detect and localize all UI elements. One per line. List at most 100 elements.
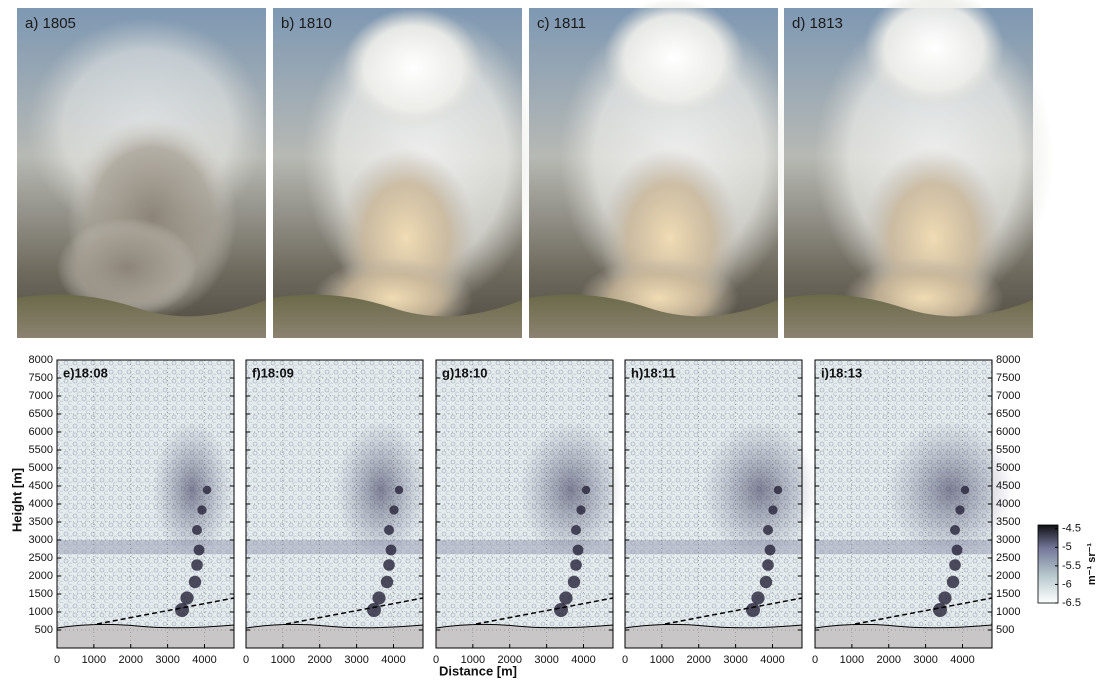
y-tick-label: 5000 [29, 462, 53, 474]
plume-core [938, 591, 951, 604]
colorbar-tick-label: -6 [1062, 578, 1072, 590]
y-tick-label: 7000 [996, 390, 1020, 402]
terrain [625, 624, 802, 648]
plume-halo [886, 420, 1014, 560]
plume-core [763, 525, 773, 535]
colorbar-tick-label: -6.5 [1062, 597, 1081, 609]
y-tick-label: 5000 [996, 462, 1020, 474]
plume-core [367, 603, 381, 617]
plume-core [746, 603, 760, 617]
colorbar: -4.5-5-5.5-6-6.5m⁻¹ sr⁻¹ [1038, 523, 1098, 609]
plume-core [961, 486, 969, 494]
plume-core [765, 545, 776, 556]
photo-label: c) 1811 [537, 15, 586, 32]
plume-core [774, 486, 782, 494]
terrain [57, 624, 234, 648]
figure: a) 1805b) 1810c) 1811d) 1813 50010001500… [0, 0, 1100, 681]
colorbar-scale [1038, 525, 1058, 603]
x-tick-label: 1000 [840, 654, 864, 666]
cloud-top [604, 0, 744, 118]
y-tick-label: 4000 [29, 498, 53, 510]
y-tick-label: 8000 [996, 354, 1020, 366]
plume-core [180, 591, 193, 604]
x-tick-label: 4000 [381, 654, 405, 666]
plume-core [573, 545, 584, 556]
plume-core [175, 603, 189, 617]
plume-core [955, 505, 964, 514]
x-tick-label: 3000 [534, 654, 558, 666]
panel-label: i)18:13 [821, 365, 862, 380]
x-tick-label: 2000 [877, 654, 901, 666]
y-tick-label: 7500 [996, 372, 1020, 384]
plume-core [933, 603, 947, 617]
plume-core [191, 559, 203, 571]
y-tick-label: 4000 [996, 498, 1020, 510]
photo: c) 1811 [529, 0, 799, 338]
plume-core [197, 505, 206, 514]
photo-label: b) 1810 [281, 15, 332, 32]
x-tick-label: 4000 [571, 654, 595, 666]
y-axis-title: Height [m] [9, 468, 24, 532]
terrain [246, 624, 423, 648]
photo-label: d) 1813 [792, 15, 843, 32]
panel-label: g)18:10 [442, 365, 488, 380]
y-tick-label: 6000 [996, 426, 1020, 438]
y-tick-label: 3000 [29, 534, 53, 546]
plume-core [760, 576, 772, 588]
y-tick-label: 2500 [996, 552, 1020, 564]
plume-core [381, 576, 393, 588]
panel-label: f)18:09 [252, 365, 294, 380]
y-tick-label: 7500 [29, 372, 53, 384]
page: a) 1805b) 1810c) 1811d) 1813 50010001500… [0, 0, 1100, 681]
x-tick-label: 3000 [723, 654, 747, 666]
terrain [436, 624, 613, 648]
plume-core [570, 559, 582, 571]
cloud-top [343, 8, 483, 128]
colorbar-tick-label: -5 [1062, 541, 1072, 553]
y-tick-label: 3000 [996, 534, 1020, 546]
plume-core [751, 591, 764, 604]
plume-core [949, 559, 961, 571]
x-tick-label: 1000 [82, 654, 106, 666]
plume-core [192, 525, 202, 535]
x-tick-label: 1000 [650, 654, 674, 666]
plume-core [194, 545, 205, 556]
plume-halo [152, 420, 232, 560]
x-tick-label: 0 [812, 654, 818, 666]
lidar-panel: 5001000150020002500300035004000450050005… [812, 354, 1021, 666]
x-tick-label: 0 [243, 654, 249, 666]
y-tick-label: 1500 [996, 588, 1020, 600]
plume-core [395, 486, 403, 494]
y-tick-label: 3500 [29, 516, 53, 528]
plume-halo [519, 420, 623, 560]
plume-core [762, 559, 774, 571]
plume-core [389, 505, 398, 514]
x-tick-label: 1000 [271, 654, 295, 666]
x-tick-label: 2000 [119, 654, 143, 666]
plume-core [768, 505, 777, 514]
y-tick-label: 5500 [29, 444, 53, 456]
x-tick-label: 2000 [308, 654, 332, 666]
y-tick-label: 6500 [29, 408, 53, 420]
terrain [815, 624, 992, 648]
plume-core [576, 505, 585, 514]
y-tick-label: 4500 [29, 480, 53, 492]
y-tick-label: 1000 [996, 606, 1020, 618]
plume-core [559, 591, 572, 604]
y-tick-label: 6500 [996, 408, 1020, 420]
lidar-panel: 5001000150020002500300035004000450050005… [29, 354, 234, 666]
y-tick-label: 6000 [29, 426, 53, 438]
y-tick-label: 7000 [29, 390, 53, 402]
plume-core [950, 525, 960, 535]
photo: d) 1813 [784, 0, 1054, 338]
colorbar-tick-label: -4.5 [1062, 523, 1081, 535]
y-tick-label: 500 [996, 624, 1014, 636]
plume-halo [702, 420, 818, 560]
y-tick-label: 2000 [996, 570, 1020, 582]
plume-halo [335, 420, 427, 560]
y-tick-label: 2500 [29, 552, 53, 564]
x-axis-title: Distance [m] [439, 663, 517, 678]
